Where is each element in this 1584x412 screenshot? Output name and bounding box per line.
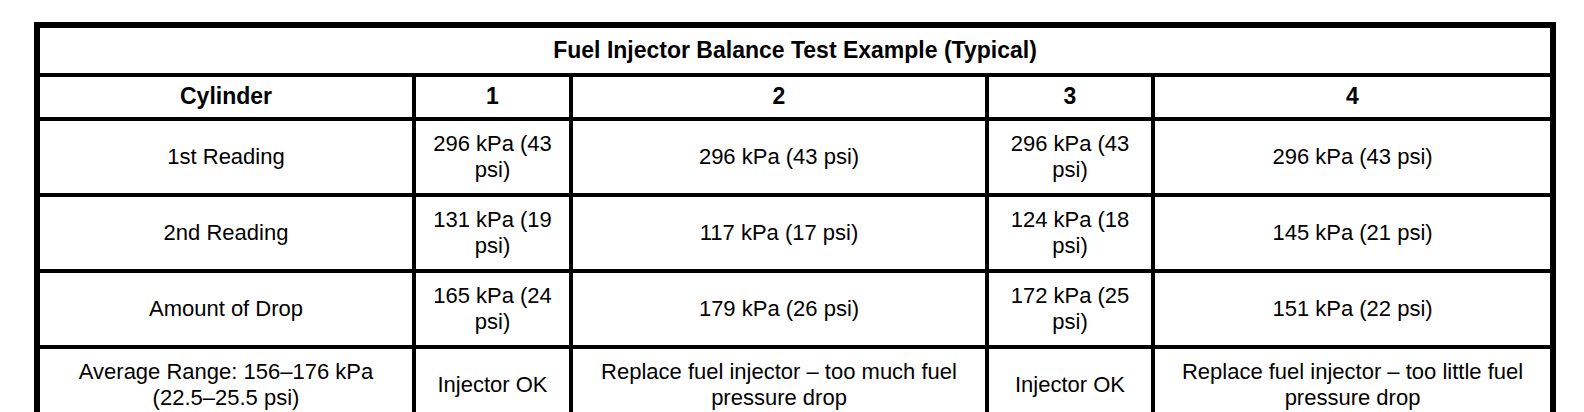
row-label-2nd-reading: 2nd Reading [37, 195, 414, 271]
cell-1st-reading-cyl1: 296 kPa (43 psi) [414, 119, 571, 195]
fuel-injector-balance-table: Fuel Injector Balance Test Example (Typi… [34, 22, 1556, 412]
row-label-amount-of-drop: Amount of Drop [37, 271, 414, 347]
table-row-2nd-reading: 2nd Reading 131 kPa (19 psi) 117 kPa (17… [37, 195, 1553, 271]
cell-drop-cyl2: 179 kPa (26 psi) [571, 271, 987, 347]
cell-2nd-reading-cyl4: 145 kPa (21 psi) [1153, 195, 1553, 271]
cell-result-cyl3: Injector OK [987, 347, 1153, 412]
row-label-1st-reading: 1st Reading [37, 119, 414, 195]
header-cylinder-3: 3 [987, 75, 1153, 119]
table-row-amount-of-drop: Amount of Drop 165 kPa (24 psi) 179 kPa … [37, 271, 1553, 347]
cell-2nd-reading-cyl3: 124 kPa (18 psi) [987, 195, 1153, 271]
cell-drop-cyl4: 151 kPa (22 psi) [1153, 271, 1553, 347]
cell-1st-reading-cyl2: 296 kPa (43 psi) [571, 119, 987, 195]
cell-result-cyl2: Replace fuel injector – too much fuel pr… [571, 347, 987, 412]
header-cylinder-1: 1 [414, 75, 571, 119]
cell-result-cyl1: Injector OK [414, 347, 571, 412]
header-row: Cylinder 1 2 3 4 [37, 75, 1553, 119]
cell-2nd-reading-cyl1: 131 kPa (19 psi) [414, 195, 571, 271]
cell-1st-reading-cyl3: 296 kPa (43 psi) [987, 119, 1153, 195]
cell-drop-cyl3: 172 kPa (25 psi) [987, 271, 1153, 347]
header-cylinder-2: 2 [571, 75, 987, 119]
cell-1st-reading-cyl4: 296 kPa (43 psi) [1153, 119, 1553, 195]
header-cylinder: Cylinder [37, 75, 414, 119]
row-label-average-range: Average Range: 156–176 kPa (22.5–25.5 ps… [37, 347, 414, 412]
table-row-average-range: Average Range: 156–176 kPa (22.5–25.5 ps… [37, 347, 1553, 412]
header-cylinder-4: 4 [1153, 75, 1553, 119]
table-title: Fuel Injector Balance Test Example (Typi… [37, 25, 1553, 75]
cell-2nd-reading-cyl2: 117 kPa (17 psi) [571, 195, 987, 271]
title-row: Fuel Injector Balance Test Example (Typi… [37, 25, 1553, 75]
cell-drop-cyl1: 165 kPa (24 psi) [414, 271, 571, 347]
cell-result-cyl4: Replace fuel injector – too little fuel … [1153, 347, 1553, 412]
document-page: Fuel Injector Balance Test Example (Typi… [0, 22, 1584, 412]
table-row-1st-reading: 1st Reading 296 kPa (43 psi) 296 kPa (43… [37, 119, 1553, 195]
